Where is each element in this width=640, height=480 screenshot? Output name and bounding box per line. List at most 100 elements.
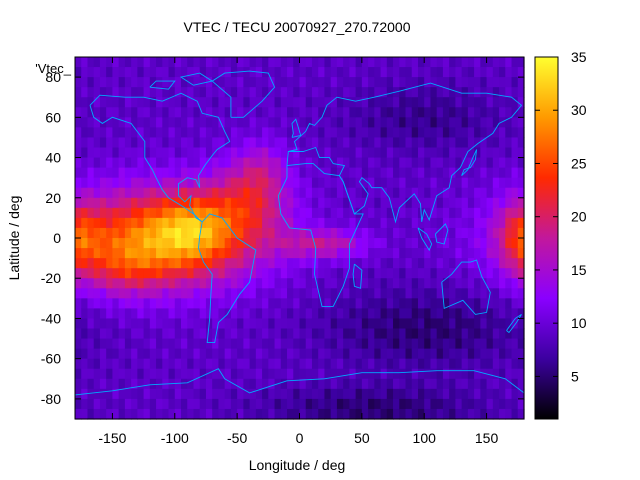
- heatmap-cell: [274, 77, 282, 88]
- heatmap-cell: [280, 348, 288, 360]
- heatmap-cell: [492, 147, 500, 159]
- heatmap-cell: [417, 338, 425, 350]
- heatmap-cell: [480, 187, 488, 199]
- heatmap-cell: [399, 197, 407, 209]
- heatmap-cell: [474, 117, 481, 128]
- heatmap-cell: [237, 67, 244, 78]
- heatmap-cell: [461, 408, 469, 420]
- x-tick-label: 0: [296, 430, 304, 446]
- heatmap-cell: [149, 167, 157, 179]
- coastline: [434, 223, 449, 245]
- heatmap-cell: [486, 87, 494, 98]
- heatmap-cell: [156, 97, 163, 108]
- heatmap-cell: [355, 167, 363, 179]
- heatmap-cell: [243, 328, 251, 340]
- heatmap-cell: [330, 217, 338, 229]
- heatmap-cell: [486, 308, 494, 320]
- heatmap-cell: [149, 107, 157, 118]
- heatmap-cell: [87, 408, 95, 420]
- heatmap-cell: [324, 278, 332, 289]
- heatmap-cell: [399, 227, 407, 239]
- heatmap-cell: [417, 398, 425, 410]
- heatmap-cell: [149, 318, 157, 330]
- heatmap-cell: [137, 308, 145, 320]
- heatmap-cell: [449, 288, 457, 299]
- heatmap-cell: [499, 368, 506, 380]
- heatmap-cell: [131, 107, 138, 118]
- heatmap-cell: [262, 87, 269, 98]
- heatmap-cell: [511, 67, 519, 78]
- heatmap-cell: [137, 398, 145, 410]
- heatmap-cell: [243, 217, 251, 229]
- heatmap-cell: [399, 67, 407, 78]
- heatmap-cell: [249, 57, 257, 68]
- heatmap-cell: [455, 217, 463, 229]
- heatmap-cell: [87, 137, 95, 149]
- heatmap-cell: [137, 167, 145, 179]
- heatmap-cell: [168, 348, 176, 360]
- heatmap-cell: [205, 338, 213, 350]
- heatmap-cell: [262, 408, 269, 420]
- heatmap-cell: [393, 328, 400, 340]
- heatmap-cell: [162, 207, 170, 219]
- heatmap-cell: [386, 388, 394, 400]
- heatmap-cell: [249, 248, 257, 259]
- heatmap-cell: [199, 258, 207, 269]
- heatmap-cell: [181, 107, 188, 118]
- heatmap-cell: [324, 217, 332, 229]
- heatmap-cell: [293, 227, 301, 239]
- heatmap-cell: [505, 77, 513, 88]
- heatmap-cell: [399, 167, 407, 179]
- heatmap-cell: [305, 378, 313, 390]
- heatmap-cell: [205, 117, 213, 128]
- heatmap-cell: [380, 328, 388, 340]
- heatmap-cell: [230, 368, 238, 380]
- heatmap-cell: [455, 227, 463, 239]
- heatmap-cell: [187, 97, 195, 108]
- heatmap-cell: [162, 167, 170, 179]
- heatmap-cell: [411, 177, 419, 189]
- heatmap-cell: [486, 378, 494, 390]
- heatmap-cell: [411, 368, 419, 380]
- heatmap-cell: [149, 278, 157, 289]
- heatmap-cell: [274, 328, 282, 340]
- heatmap-cell: [243, 288, 251, 299]
- heatmap-cell: [380, 358, 388, 370]
- heatmap-cell: [106, 117, 114, 128]
- heatmap-cell: [143, 368, 151, 380]
- heatmap-cell: [505, 278, 513, 289]
- heatmap-cell: [280, 268, 288, 279]
- heatmap-cell: [75, 238, 82, 249]
- heatmap-cell: [374, 308, 382, 320]
- heatmap-cell: [486, 147, 494, 159]
- heatmap-cell: [305, 177, 313, 189]
- heatmap-cell: [430, 388, 438, 400]
- heatmap-cell: [324, 107, 332, 118]
- heatmap-cell: [455, 147, 463, 159]
- heatmap-cell: [299, 87, 307, 98]
- heatmap-cell: [411, 278, 419, 289]
- heatmap-cell: [361, 298, 369, 309]
- heatmap-cell: [112, 107, 120, 118]
- heatmap-cell: [374, 87, 382, 98]
- heatmap-cell: [112, 288, 120, 299]
- heatmap-cell: [137, 288, 145, 299]
- heatmap-cell: [474, 268, 481, 279]
- heatmap-cell: [205, 137, 213, 149]
- heatmap-cell: [305, 368, 313, 380]
- heatmap-cell: [374, 217, 382, 229]
- heatmap-cell: [205, 328, 213, 340]
- heatmap-cell: [355, 77, 363, 88]
- heatmap-cell: [374, 388, 382, 400]
- heatmap-cell: [343, 278, 350, 289]
- heatmap-cell: [517, 238, 525, 249]
- heatmap-cell: [336, 368, 344, 380]
- heatmap-cell: [499, 258, 506, 269]
- heatmap-cell: [118, 258, 126, 269]
- heatmap-cell: [318, 328, 326, 340]
- heatmap-cell: [274, 288, 282, 299]
- heatmap-cell: [411, 378, 419, 390]
- heatmap-cell: [193, 167, 201, 179]
- heatmap-cell: [218, 288, 226, 299]
- heatmap-cell: [255, 338, 263, 350]
